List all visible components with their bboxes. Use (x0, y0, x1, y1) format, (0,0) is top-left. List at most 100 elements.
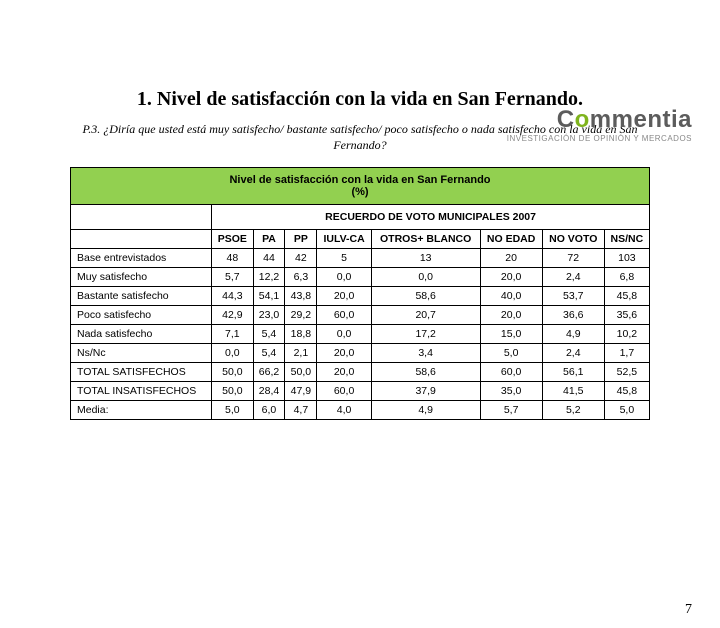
row-label: Nada satisfecho (71, 325, 212, 344)
logo-tagline: INVESTIGACIÓN DE OPINIÓN Y MERCADOS (507, 134, 692, 143)
row-label: Poco satisfecho (71, 306, 212, 325)
data-cell: 50,0 (212, 363, 253, 382)
data-cell: 53,7 (542, 287, 604, 306)
data-cell: 1,7 (604, 344, 649, 363)
data-cell: 4,9 (542, 325, 604, 344)
row-label: Bastante satisfecho (71, 287, 212, 306)
data-cell: 2,4 (542, 344, 604, 363)
data-cell: 66,2 (253, 363, 285, 382)
col-pp: PP (285, 230, 317, 249)
table-row: Base entrevistados4844425132072103 (71, 249, 650, 268)
column-header-row: PSOE PA PP IULV-CA OTROS+ BLANCO NO EDAD… (71, 230, 650, 249)
satisfaction-table: Nivel de satisfacción con la vida en San… (70, 167, 650, 420)
data-cell: 2,1 (285, 344, 317, 363)
col-pa: PA (253, 230, 285, 249)
data-cell: 44 (253, 249, 285, 268)
data-cell: 44,3 (212, 287, 253, 306)
data-cell: 4,0 (317, 401, 371, 420)
col-novoto: NO VOTO (542, 230, 604, 249)
data-cell: 54,1 (253, 287, 285, 306)
logo-post: mmentia (590, 106, 692, 133)
row-label: Base entrevistados (71, 249, 212, 268)
data-cell: 3,4 (371, 344, 480, 363)
data-cell: 23,0 (253, 306, 285, 325)
data-cell: 6,0 (253, 401, 285, 420)
blank-corner-2 (71, 230, 212, 249)
col-noedad: NO EDAD (480, 230, 542, 249)
data-cell: 42 (285, 249, 317, 268)
table-title-line2: (%) (75, 186, 645, 198)
data-cell: 5,4 (253, 325, 285, 344)
data-cell: 20,0 (317, 344, 371, 363)
data-cell: 47,9 (285, 382, 317, 401)
data-cell: 5,7 (480, 401, 542, 420)
page-number: 7 (685, 602, 692, 618)
data-cell: 17,2 (371, 325, 480, 344)
table-row: TOTAL INSATISFECHOS50,028,447,960,037,93… (71, 382, 650, 401)
table-title-line1: Nivel de satisfacción con la vida en San… (75, 174, 645, 186)
data-cell: 52,5 (604, 363, 649, 382)
data-cell: 20 (480, 249, 542, 268)
data-cell: 7,1 (212, 325, 253, 344)
row-label: TOTAL INSATISFECHOS (71, 382, 212, 401)
data-cell: 29,2 (285, 306, 317, 325)
col-nsnc: NS/NC (604, 230, 649, 249)
table-title-row: Nivel de satisfacción con la vida en San… (71, 168, 650, 205)
data-cell: 10,2 (604, 325, 649, 344)
recuerdo-header-row: RECUERDO DE VOTO MUNICIPALES 2007 (71, 205, 650, 230)
col-otros: OTROS+ BLANCO (371, 230, 480, 249)
data-cell: 0,0 (317, 325, 371, 344)
data-cell: 45,8 (604, 287, 649, 306)
data-cell: 5,2 (542, 401, 604, 420)
logo-name: Commentia (507, 106, 692, 134)
data-cell: 42,9 (212, 306, 253, 325)
data-cell: 5,0 (604, 401, 649, 420)
table-row: TOTAL SATISFECHOS50,066,250,020,058,660,… (71, 363, 650, 382)
data-cell: 28,4 (253, 382, 285, 401)
data-cell: 6,8 (604, 268, 649, 287)
data-cell: 50,0 (212, 382, 253, 401)
data-cell: 35,0 (480, 382, 542, 401)
table-row: Media:5,06,04,74,04,95,75,25,0 (71, 401, 650, 420)
data-cell: 13 (371, 249, 480, 268)
data-cell: 58,6 (371, 287, 480, 306)
data-cell: 5,0 (212, 401, 253, 420)
row-label: Ns/Nc (71, 344, 212, 363)
table-row: Poco satisfecho42,923,029,260,020,720,03… (71, 306, 650, 325)
data-cell: 36,6 (542, 306, 604, 325)
row-label: Media: (71, 401, 212, 420)
data-cell: 20,7 (371, 306, 480, 325)
data-cell: 103 (604, 249, 649, 268)
data-cell: 45,8 (604, 382, 649, 401)
table-row: Ns/Nc0,05,42,120,03,45,02,41,7 (71, 344, 650, 363)
satisfaction-table-wrap: Nivel de satisfacción con la vida en San… (70, 167, 650, 420)
data-cell: 60,0 (317, 382, 371, 401)
data-cell: 6,3 (285, 268, 317, 287)
data-cell: 40,0 (480, 287, 542, 306)
data-cell: 56,1 (542, 363, 604, 382)
data-cell: 5,0 (480, 344, 542, 363)
data-cell: 37,9 (371, 382, 480, 401)
data-cell: 18,8 (285, 325, 317, 344)
data-cell: 5,7 (212, 268, 253, 287)
col-psoe: PSOE (212, 230, 253, 249)
data-cell: 60,0 (317, 306, 371, 325)
data-cell: 0,0 (317, 268, 371, 287)
data-cell: 2,4 (542, 268, 604, 287)
data-cell: 4,9 (371, 401, 480, 420)
data-cell: 5,4 (253, 344, 285, 363)
brand-logo: Commentia INVESTIGACIÓN DE OPINIÓN Y MER… (507, 106, 692, 143)
table-title-cell: Nivel de satisfacción con la vida en San… (71, 168, 650, 205)
data-cell: 0,0 (371, 268, 480, 287)
data-cell: 72 (542, 249, 604, 268)
blank-corner-1 (71, 205, 212, 230)
table-row: Nada satisfecho7,15,418,80,017,215,04,91… (71, 325, 650, 344)
data-cell: 12,2 (253, 268, 285, 287)
data-cell: 58,6 (371, 363, 480, 382)
data-cell: 0,0 (212, 344, 253, 363)
data-cell: 4,7 (285, 401, 317, 420)
data-cell: 15,0 (480, 325, 542, 344)
data-cell: 50,0 (285, 363, 317, 382)
table-row: Muy satisfecho5,712,26,30,00,020,02,46,8 (71, 268, 650, 287)
data-cell: 20,0 (480, 306, 542, 325)
